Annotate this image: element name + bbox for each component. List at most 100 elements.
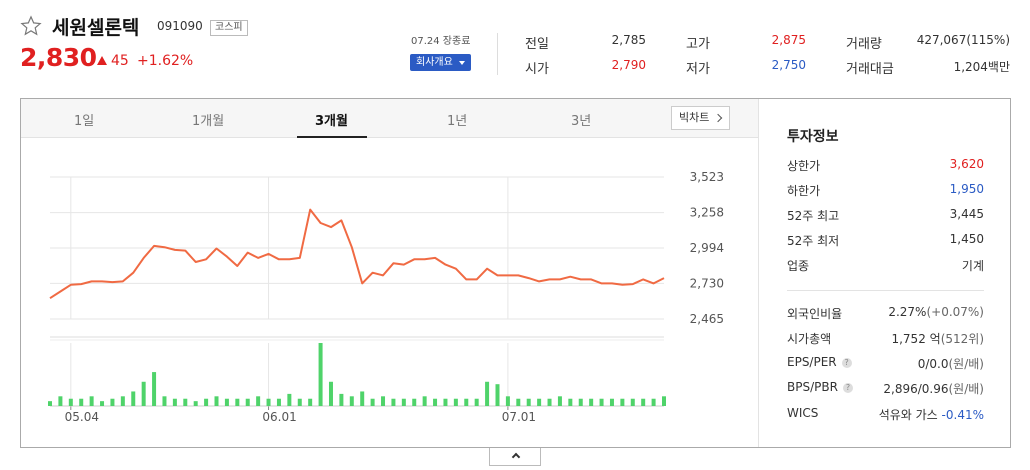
volume-bar	[141, 381, 146, 406]
wics-label: WICS	[787, 406, 819, 420]
company-overview-button[interactable]: 회사개요	[410, 54, 471, 71]
collapse-button[interactable]	[489, 448, 541, 466]
volume-bar	[276, 398, 281, 406]
eps-per-text: EPS/PER	[787, 355, 837, 369]
volume-bar	[381, 396, 386, 406]
tab-1day[interactable]: 1일	[74, 114, 95, 129]
up-arrow-icon	[97, 56, 107, 65]
volume-bar	[235, 398, 240, 406]
bps-pbr-unit: (원/배)	[948, 382, 985, 396]
wics-sector: 석유와 가스	[878, 408, 938, 422]
market-cap-label: 시가총액	[787, 332, 832, 346]
tab-3years[interactable]: 3년	[571, 114, 592, 129]
volume-bar	[256, 396, 261, 406]
wics-value[interactable]: 석유와 가스 -0.41%	[879, 406, 984, 423]
bps-pbr-value: 2,896/0.96(원/배)	[883, 380, 984, 397]
low-value: 2,750	[771, 58, 806, 72]
volume-bar	[620, 398, 625, 406]
company-overview-label: 회사개요	[416, 57, 453, 68]
price-series-line	[49, 208, 665, 300]
x-tick-label: 05.04	[65, 410, 99, 424]
volume-bar	[120, 396, 125, 406]
volume-bar	[172, 398, 177, 406]
favorite-star-icon[interactable]	[20, 15, 42, 37]
high52-value: 3,445	[949, 207, 984, 221]
open-label: 시가	[525, 62, 549, 77]
current-price: 2,830	[20, 43, 97, 72]
volume-bar	[297, 398, 302, 406]
low52-label: 52주 최저	[787, 234, 840, 248]
wics-change: -0.41%	[941, 408, 984, 422]
big-chart-button[interactable]: 빅차트	[671, 106, 730, 130]
price-change-rate: +1.62%	[137, 53, 194, 69]
volume-bar	[391, 398, 396, 406]
volume-bar	[318, 343, 323, 406]
low-label: 저가	[686, 62, 710, 77]
volume-bar	[308, 398, 313, 406]
high-value: 2,875	[771, 33, 806, 47]
help-icon[interactable]: ?	[841, 358, 852, 368]
volume-bar	[662, 396, 666, 406]
upper-limit-label: 상한가	[787, 159, 821, 173]
volume-bar	[162, 396, 167, 406]
chevron-right-icon	[713, 113, 723, 123]
price-chart[interactable]: 3,523 3,258 2,994 2,730 2,465 05.04 06.01 07.01	[21, 139, 758, 429]
volume-bar	[433, 398, 438, 406]
eps-per-label: EPS/PER?	[787, 355, 852, 369]
market-cap-value: 1,752 억(512위)	[891, 330, 984, 347]
volume-bar	[505, 396, 510, 406]
bps-pbr-label: BPS/PBR?	[787, 380, 853, 394]
volume-bar	[474, 398, 479, 406]
foreign-ratio: 2.27%	[888, 305, 927, 319]
tab-3months[interactable]: 3개월	[315, 114, 348, 129]
volume-bar	[526, 398, 531, 406]
volume-bar	[464, 398, 469, 406]
prev-close-label: 전일	[525, 37, 549, 52]
volume-value: 427,067(115%)	[916, 33, 1010, 47]
stock-code: 091090	[157, 19, 203, 33]
volume-bar	[183, 398, 188, 406]
help-icon[interactable]: ?	[842, 383, 853, 393]
volume-bar	[370, 398, 375, 406]
invest-info-title: 투자정보	[787, 129, 839, 145]
active-tab-indicator	[297, 136, 367, 138]
tab-1year[interactable]: 1년	[447, 114, 468, 129]
volume-bar	[224, 398, 229, 406]
high-label: 고가	[686, 37, 710, 52]
high52-label: 52주 최고	[787, 209, 840, 223]
open-value: 2,790	[611, 58, 646, 72]
volume-bar	[599, 398, 604, 406]
volume-bar	[453, 398, 458, 406]
foreign-ratio-change: (+0.07%)	[926, 305, 984, 319]
volume-bar	[89, 396, 94, 406]
tab-1month[interactable]: 1개월	[192, 114, 225, 129]
x-tick-label: 06.01	[262, 410, 296, 424]
volume-bar	[131, 391, 136, 406]
volume-bar	[485, 381, 490, 406]
y-tick-label: 2,730	[690, 276, 724, 290]
upper-limit-value: 3,620	[949, 157, 984, 171]
volume-bar	[245, 398, 250, 406]
foreign-ratio-label: 외국인비율	[787, 307, 843, 321]
volume-bar	[339, 393, 344, 406]
volume-bar	[495, 384, 500, 406]
volume-bar	[568, 398, 573, 406]
panel-divider	[758, 99, 759, 447]
invest-divider	[787, 290, 984, 291]
volume-bar	[547, 398, 552, 406]
sector-value[interactable]: 기계	[961, 259, 984, 273]
volume-bar	[443, 398, 448, 406]
y-tick-label: 2,465	[690, 312, 724, 326]
foreign-ratio-value: 2.27%(+0.07%)	[888, 305, 984, 319]
trade-amount-value: 1,204백만	[953, 60, 1010, 74]
volume-bar	[641, 398, 646, 406]
volume-bar	[578, 398, 583, 406]
volume-bar	[589, 398, 594, 406]
trade-amount-label: 거래대금	[846, 62, 894, 77]
y-tick-label: 3,258	[690, 206, 724, 220]
volume-bar	[152, 372, 157, 406]
eps-per: 0/0.0	[917, 357, 949, 371]
chart-panel	[20, 98, 1011, 448]
volume-bar	[651, 398, 656, 406]
big-chart-label: 빅차트	[679, 111, 710, 124]
